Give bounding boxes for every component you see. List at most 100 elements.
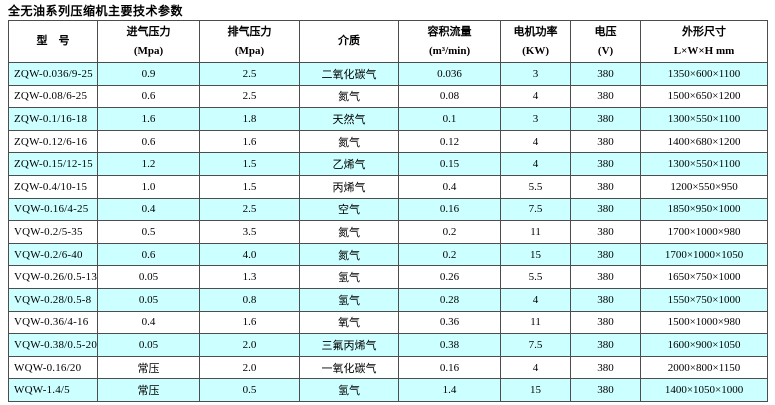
cell-motor-power: 4	[500, 84, 572, 109]
cell-model: ZQW-0.08/6-25	[7, 84, 99, 109]
table-row: ZQW-0.1/16-18 1.6 1.8 天然气 0.1 3 380 1300…	[7, 107, 769, 131]
cell-medium: 二氧化碳气	[299, 62, 400, 86]
cell-intake-pressure: 0.9	[97, 62, 201, 86]
cell-dimensions: 1500×1000×980	[640, 310, 769, 335]
cell-model: WQW-1.4/5	[7, 378, 99, 402]
cell-volume-flow: 0.16	[398, 355, 502, 380]
cell-model: ZQW-0.15/12-15	[7, 152, 99, 176]
header-dimensions: 外形尺寸 L×W×H mm	[640, 20, 769, 63]
cell-medium: 氮气	[299, 129, 400, 154]
cell-volume-flow: 0.2	[398, 242, 502, 267]
cell-intake-pressure: 0.6	[97, 129, 201, 154]
cell-voltage: 380	[570, 242, 642, 267]
cell-model: VQW-0.16/4-25	[7, 197, 99, 222]
cell-medium: 天然气	[299, 107, 400, 131]
cell-exhaust-pressure: 1.8	[199, 107, 301, 131]
cell-motor-power: 11	[500, 310, 572, 335]
cell-dimensions: 1200×550×950	[640, 174, 769, 199]
header-motor-power: 电机功率 (KW)	[500, 20, 572, 63]
cell-dimensions: 1650×750×1000	[640, 265, 769, 289]
cell-medium: 三氟丙烯气	[299, 333, 400, 357]
cell-motor-power: 15	[500, 378, 572, 402]
cell-model: VQW-0.2/5-35	[7, 220, 99, 244]
cell-voltage: 380	[570, 174, 642, 199]
cell-voltage: 380	[570, 333, 642, 357]
cell-volume-flow: 0.26	[398, 265, 502, 289]
cell-model: ZQW-0.4/10-15	[7, 174, 99, 199]
cell-voltage: 380	[570, 62, 642, 86]
cell-exhaust-pressure: 1.6	[199, 129, 301, 154]
cell-motor-power: 7.5	[500, 333, 572, 357]
table-row: VQW-0.16/4-25 0.4 2.5 空气 0.16 7.5 380 18…	[7, 197, 769, 222]
header-voltage-label: 电压	[594, 25, 617, 38]
cell-dimensions: 1700×1000×1050	[640, 242, 769, 267]
cell-exhaust-pressure: 4.0	[199, 242, 301, 267]
cell-intake-pressure: 1.6	[97, 107, 201, 131]
cell-medium: 氮气	[299, 242, 400, 267]
cell-volume-flow: 0.16	[398, 197, 502, 222]
cell-motor-power: 15	[500, 242, 572, 267]
cell-intake-pressure: 0.6	[97, 84, 201, 109]
cell-voltage: 380	[570, 129, 642, 154]
cell-medium: 氢气	[299, 265, 400, 289]
cell-exhaust-pressure: 0.5	[199, 378, 301, 402]
header-model: 型 号	[7, 20, 99, 63]
cell-volume-flow: 0.28	[398, 287, 502, 312]
cell-medium: 空气	[299, 197, 400, 222]
cell-voltage: 380	[570, 107, 642, 131]
cell-exhaust-pressure: 1.6	[199, 310, 301, 335]
cell-motor-power: 4	[500, 152, 572, 176]
cell-motor-power: 4	[500, 287, 572, 312]
table-row: VQW-0.28/0.5-8 0.05 0.8 氢气 0.28 4 380 15…	[7, 287, 769, 312]
cell-medium: 氮气	[299, 84, 400, 109]
cell-model: ZQW-0.036/9-25	[7, 62, 99, 86]
cell-motor-power: 3	[500, 107, 572, 131]
cell-exhaust-pressure: 1.5	[199, 174, 301, 199]
cell-dimensions: 1400×680×1200	[640, 129, 769, 154]
cell-exhaust-pressure: 2.5	[199, 62, 301, 86]
cell-motor-power: 5.5	[500, 174, 572, 199]
cell-intake-pressure: 0.05	[97, 287, 201, 312]
header-medium: 介质	[299, 20, 400, 63]
table-row: ZQW-0.036/9-25 0.9 2.5 二氧化碳气 0.036 3 380…	[7, 62, 769, 86]
cell-volume-flow: 0.4	[398, 174, 502, 199]
cell-voltage: 380	[570, 355, 642, 380]
header-power-unit: (KW)	[522, 44, 549, 57]
cell-motor-power: 7.5	[500, 197, 572, 222]
cell-model: VQW-0.2/6-40	[7, 242, 99, 267]
cell-medium: 乙烯气	[299, 152, 400, 176]
table-row: VQW-0.26/0.5-13 0.05 1.3 氢气 0.26 5.5 380…	[7, 265, 769, 289]
cell-volume-flow: 0.12	[398, 129, 502, 154]
cell-intake-pressure: 0.05	[97, 265, 201, 289]
cell-exhaust-pressure: 1.3	[199, 265, 301, 289]
cell-model: VQW-0.28/0.5-8	[7, 287, 99, 312]
header-voltage-unit: (V)	[597, 44, 614, 57]
cell-exhaust-pressure: 2.0	[199, 355, 301, 380]
cell-intake-pressure: 1.0	[97, 174, 201, 199]
header-dims-unit: L×W×H mm	[673, 44, 735, 57]
cell-voltage: 380	[570, 220, 642, 244]
cell-dimensions: 1500×650×1200	[640, 84, 769, 109]
cell-intake-pressure: 0.05	[97, 333, 201, 357]
table-row: WQW-0.16/20 常压 2.0 一氧化碳气 0.16 4 380 2000…	[7, 355, 769, 380]
cell-volume-flow: 0.2	[398, 220, 502, 244]
cell-intake-pressure: 0.4	[97, 310, 201, 335]
cell-model: VQW-0.26/0.5-13	[7, 265, 99, 289]
spec-table: 型 号 进气压力 (Mpa) 排气压力 (Mpa) 介质 容积流量 (m³/mi…	[7, 20, 769, 402]
cell-medium: 氢气	[299, 378, 400, 402]
table-row: ZQW-0.15/12-15 1.2 1.5 乙烯气 0.15 4 380 13…	[7, 152, 769, 176]
header-flow-label: 容积流量	[427, 25, 472, 38]
cell-dimensions: 1550×750×1000	[640, 287, 769, 312]
table-row: VQW-0.2/6-40 0.6 4.0 氮气 0.2 15 380 1700×…	[7, 242, 769, 267]
table-row: ZQW-0.08/6-25 0.6 2.5 氮气 0.08 4 380 1500…	[7, 84, 769, 109]
cell-volume-flow: 0.15	[398, 152, 502, 176]
table-row: WQW-1.4/5 常压 0.5 氢气 1.4 15 380 1400×1050…	[7, 378, 769, 402]
cell-exhaust-pressure: 2.5	[199, 84, 301, 109]
cell-intake-pressure: 1.2	[97, 152, 201, 176]
cell-dimensions: 1600×900×1050	[640, 333, 769, 357]
table-row: ZQW-0.4/10-15 1.0 1.5 丙烯气 0.4 5.5 380 12…	[7, 174, 769, 199]
header-exhaust-label: 排气压力	[227, 25, 272, 38]
cell-exhaust-pressure: 3.5	[199, 220, 301, 244]
table-header: 型 号 进气压力 (Mpa) 排气压力 (Mpa) 介质 容积流量 (m³/mi…	[7, 20, 769, 63]
cell-voltage: 380	[570, 265, 642, 289]
